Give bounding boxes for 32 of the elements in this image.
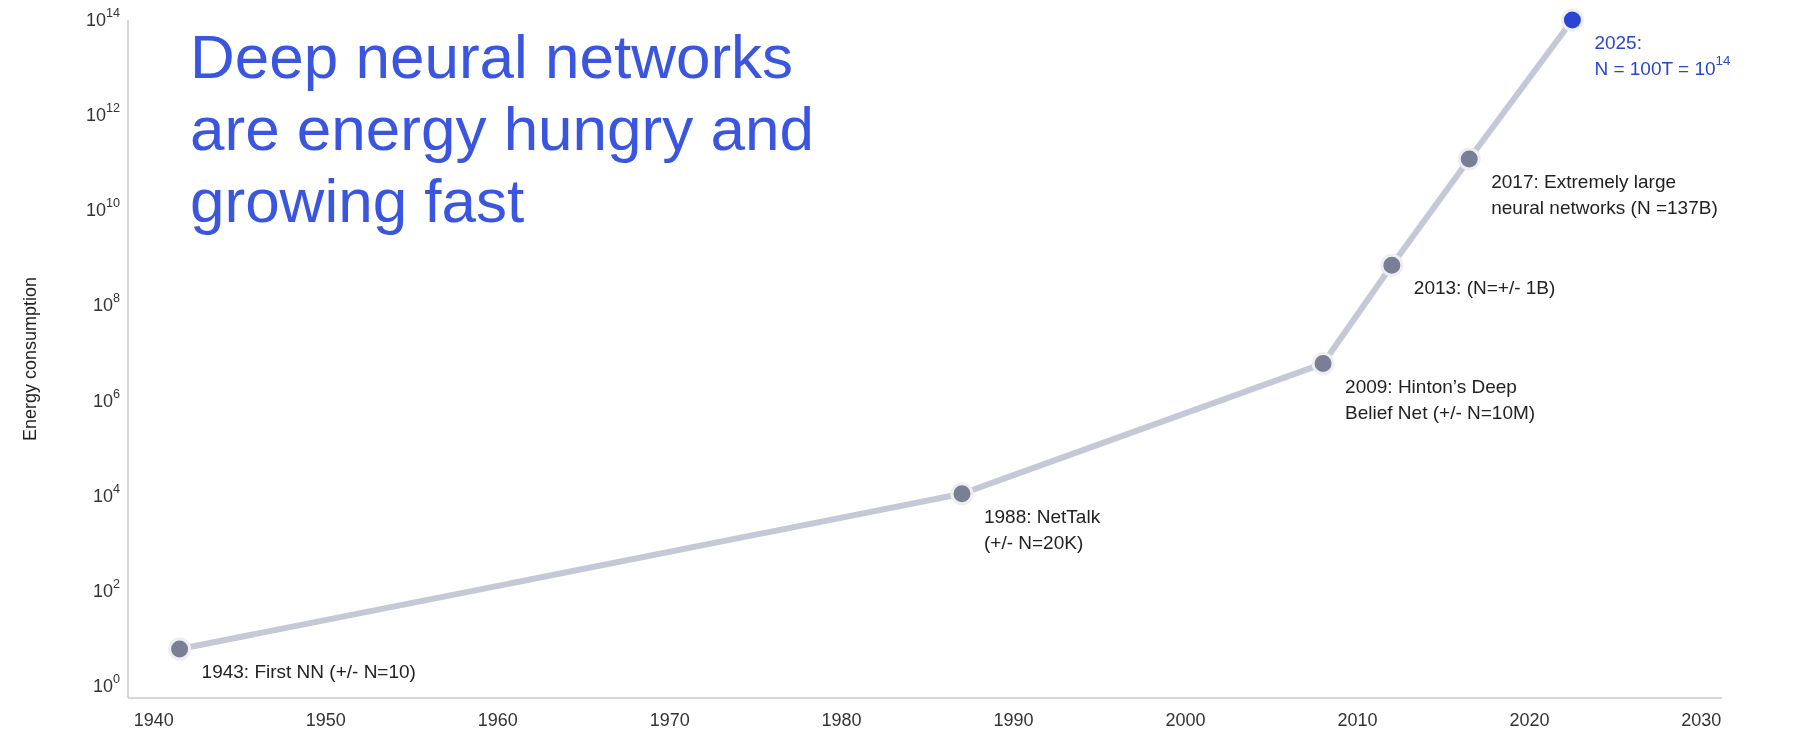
annotation: 1988: NetTalk (+/- N=20K) bbox=[983, 505, 1101, 553]
x-tick-label: 1970 bbox=[649, 710, 690, 730]
x-tick-label: 1980 bbox=[821, 710, 862, 730]
y-tick-label: 10$^{8}$ bbox=[92, 291, 120, 316]
x-tick-label: 1950 bbox=[305, 710, 346, 730]
point bbox=[1457, 147, 1481, 171]
x-tick-label: 2000 bbox=[1165, 710, 1206, 730]
annotation: 1943: First NN (+/- N=10) bbox=[201, 660, 416, 682]
y-tick-label: 10$^{2}$ bbox=[92, 576, 120, 601]
annotation: 2013: (N=+/- 1B) bbox=[1413, 276, 1556, 298]
point bbox=[1311, 352, 1335, 376]
y-axis-title: Energy consumption bbox=[20, 276, 40, 442]
y-tick-label: 10$^{0}$ bbox=[92, 672, 120, 697]
x-tick-label: 2010 bbox=[1337, 710, 1378, 730]
point bbox=[1560, 8, 1584, 32]
annotation: 2025: N = 100T = 10$^{14}$ bbox=[1594, 31, 1731, 79]
annotation: 2009: Hinton’s Deep Belief Net (+/- N=10M) bbox=[1345, 375, 1536, 423]
x-tick-label: 2030 bbox=[1681, 710, 1722, 730]
point bbox=[168, 637, 192, 661]
y-tick-label: 10$^{6}$ bbox=[92, 386, 120, 411]
x-tick-label: 1940 bbox=[133, 710, 174, 730]
y-tick-label: 10$^{10}$ bbox=[85, 196, 120, 221]
annotation: 2017: Extremely large neural networks (N =137B) bbox=[1491, 170, 1718, 218]
x-tick-label: 1990 bbox=[993, 710, 1034, 730]
text: Deep neural networks are energy hungry and growing fast bbox=[190, 22, 814, 235]
x-tick-label: 2020 bbox=[1509, 710, 1550, 730]
point bbox=[950, 482, 974, 506]
y-tick-label: 10$^{12}$ bbox=[85, 101, 120, 126]
y-tick-label: 10$^{4}$ bbox=[92, 481, 120, 506]
x-tick-label: 1960 bbox=[477, 710, 518, 730]
point bbox=[1380, 253, 1404, 277]
y-tick-label: 10$^{14}$ bbox=[85, 6, 120, 30]
